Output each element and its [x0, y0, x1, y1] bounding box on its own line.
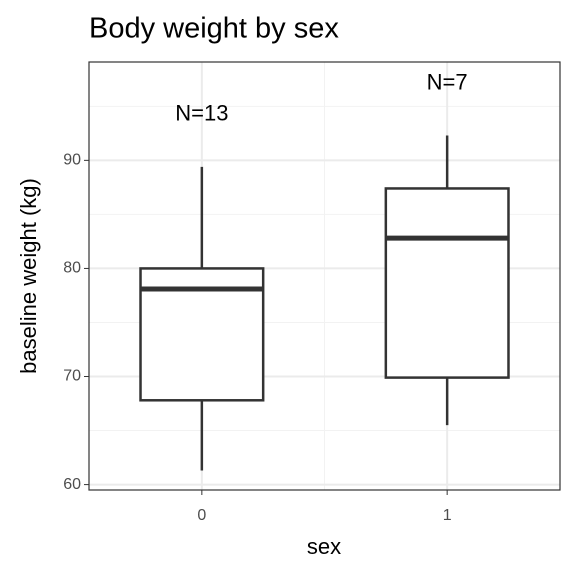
chart-title: Body weight by sex	[89, 13, 339, 45]
box	[384, 187, 510, 379]
x-tick-label: 0	[197, 507, 206, 524]
annotation: N=7	[427, 69, 468, 94]
y-tick-label: 70	[63, 368, 81, 385]
plot-border	[88, 61, 561, 491]
y-axis-label: baseline weight (kg)	[16, 178, 41, 374]
y-tick-label: 80	[63, 260, 81, 277]
x-tick-label: 1	[443, 507, 452, 524]
annotation: N=13	[175, 101, 228, 126]
x-axis-label: sex	[307, 534, 341, 559]
y-tick-label: 90	[63, 152, 81, 169]
y-tick-label: 60	[63, 476, 81, 493]
